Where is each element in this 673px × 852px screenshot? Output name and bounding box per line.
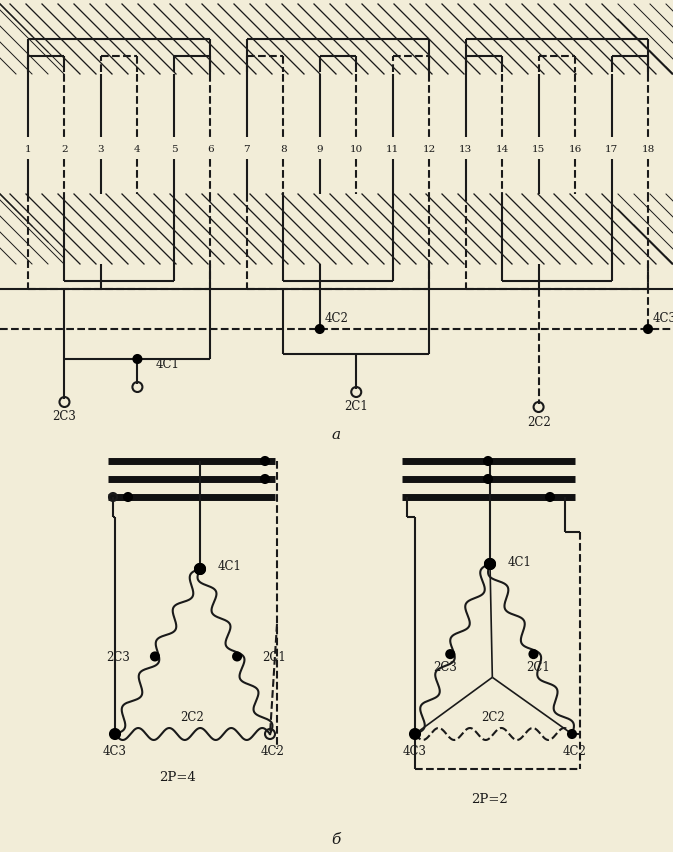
Circle shape: [195, 564, 205, 574]
Circle shape: [261, 475, 269, 483]
Text: 6: 6: [207, 146, 213, 154]
Text: 3: 3: [98, 146, 104, 154]
Circle shape: [110, 729, 120, 740]
Circle shape: [485, 560, 495, 569]
Text: 2P=4: 2P=4: [160, 770, 197, 784]
Circle shape: [124, 493, 132, 502]
Circle shape: [316, 325, 324, 334]
Circle shape: [484, 475, 492, 483]
Text: 4C2: 4C2: [563, 745, 587, 757]
Text: 2C3: 2C3: [106, 650, 130, 663]
Text: 14: 14: [495, 146, 509, 154]
Circle shape: [644, 325, 652, 334]
Text: 7: 7: [244, 146, 250, 154]
Text: 12: 12: [423, 146, 436, 154]
Text: 15: 15: [532, 146, 545, 154]
Text: 2C1: 2C1: [345, 400, 368, 413]
Circle shape: [446, 650, 454, 659]
Text: 18: 18: [641, 146, 655, 154]
Text: 4C3: 4C3: [653, 311, 673, 324]
Text: a: a: [331, 428, 341, 441]
Circle shape: [195, 564, 205, 574]
Circle shape: [568, 730, 576, 738]
Circle shape: [233, 653, 241, 660]
Text: 11: 11: [386, 146, 399, 154]
Text: 10: 10: [349, 146, 363, 154]
Text: 4C2: 4C2: [261, 745, 285, 757]
Circle shape: [485, 560, 495, 569]
Text: 9: 9: [316, 146, 323, 154]
Text: 8: 8: [280, 146, 287, 154]
Text: 2C3: 2C3: [52, 410, 77, 423]
Text: 17: 17: [605, 146, 618, 154]
Text: 5: 5: [170, 146, 177, 154]
Circle shape: [410, 729, 420, 740]
Text: 2C1: 2C1: [262, 650, 286, 663]
Text: 2P=2: 2P=2: [472, 792, 508, 805]
Text: 4C1: 4C1: [155, 358, 179, 371]
Text: б: б: [331, 832, 341, 846]
Circle shape: [133, 355, 141, 364]
Text: 4C2: 4C2: [325, 311, 349, 324]
Text: 4C3: 4C3: [103, 745, 127, 757]
Text: 1: 1: [25, 146, 32, 154]
Text: 4: 4: [134, 146, 141, 154]
Text: 2C2: 2C2: [527, 415, 551, 428]
Circle shape: [151, 653, 159, 660]
Text: 2C3: 2C3: [433, 659, 457, 673]
Text: 13: 13: [459, 146, 472, 154]
Text: 2: 2: [61, 146, 68, 154]
Text: 4C1: 4C1: [508, 555, 532, 567]
Text: 4C3: 4C3: [403, 745, 427, 757]
Circle shape: [530, 650, 538, 659]
Circle shape: [484, 458, 492, 465]
Text: 2C1: 2C1: [526, 659, 551, 673]
Text: 16: 16: [569, 146, 581, 154]
Text: 4C1: 4C1: [218, 560, 242, 573]
Circle shape: [546, 493, 554, 502]
Text: 2C2: 2C2: [180, 711, 205, 723]
Circle shape: [261, 458, 269, 465]
Text: 2C2: 2C2: [482, 711, 505, 723]
